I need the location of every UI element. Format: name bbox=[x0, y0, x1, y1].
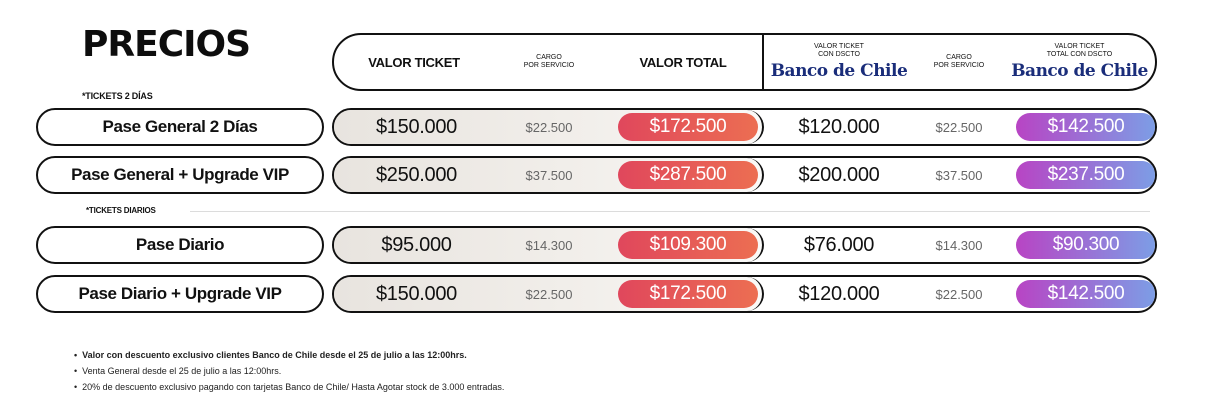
discount-ticket-price: $200.000 bbox=[798, 163, 880, 186]
discount-total-price: $237.500 bbox=[1016, 161, 1155, 189]
price-row: Pase Diario + Upgrade VIP $150.000 $22.5… bbox=[0, 275, 1213, 313]
price-bar: $95.000 $14.300 $109.300 $76.000 $14.300… bbox=[332, 226, 1157, 264]
service-charge: $37.500 bbox=[525, 167, 573, 183]
header-valor-ticket-label: VALOR TICKET bbox=[368, 54, 460, 70]
price-row: Pase General + Upgrade VIP $250.000 $37.… bbox=[0, 156, 1213, 194]
header-desc-total-line1: VALOR TICKET bbox=[1054, 43, 1105, 50]
discount-ticket-price: $120.000 bbox=[798, 282, 880, 305]
ticket-price: $95.000 bbox=[381, 233, 452, 256]
price-bar: $150.000 $22.500 $172.500 $120.000 $22.5… bbox=[332, 275, 1157, 313]
header-valor-total: VALOR TOTAL bbox=[604, 35, 762, 89]
section-label-two-days: *TICKETS 2 DÍAS bbox=[82, 91, 153, 101]
ticket-price: $250.000 bbox=[375, 163, 458, 186]
header-desc-ticket: VALOR TICKET CON DSCTO Banco de Chile bbox=[764, 35, 914, 89]
page-title: PRECIOS bbox=[82, 24, 251, 65]
header-valor-ticket: VALOR TICKET bbox=[334, 35, 494, 89]
price-row: Pase General 2 Días $150.000 $22.500 $17… bbox=[0, 108, 1213, 146]
ticket-name: Pase Diario bbox=[36, 226, 324, 264]
total-price: $172.500 bbox=[618, 280, 758, 308]
service-charge: $22.500 bbox=[525, 286, 573, 302]
ticket-name: Pase General 2 Días bbox=[36, 108, 324, 146]
header-cargo-line2: POR SERVICIO bbox=[523, 62, 575, 69]
discount-service-charge: $22.500 bbox=[935, 119, 983, 135]
header-cargo-line1: CARGO bbox=[536, 54, 562, 61]
section-label-daily: *TICKETS DIARIOS bbox=[86, 206, 156, 215]
total-price: $172.500 bbox=[618, 113, 758, 141]
section-divider bbox=[190, 211, 1150, 212]
price-table-header: VALOR TICKET CARGO POR SERVICIO VALOR TO… bbox=[332, 33, 1157, 91]
header-desc-cargo: CARGO POR SERVICIO bbox=[914, 35, 1004, 89]
header-divider bbox=[762, 33, 764, 91]
total-price: $287.500 bbox=[618, 161, 758, 189]
discount-total-price: $142.500 bbox=[1016, 280, 1155, 308]
total-price: $109.300 bbox=[618, 231, 758, 259]
header-valor-total-label: VALOR TOTAL bbox=[639, 54, 727, 70]
service-charge: $22.500 bbox=[525, 119, 573, 135]
header-desc-total: VALOR TICKET TOTAL CON DSCTO Banco de Ch… bbox=[1004, 35, 1155, 89]
discount-total-price: $90.300 bbox=[1016, 231, 1155, 259]
bank-logo-2: Banco de Chile bbox=[1011, 61, 1148, 81]
service-charge: $14.300 bbox=[525, 237, 573, 253]
discount-total-price: $142.500 bbox=[1016, 113, 1155, 141]
header-desc-ticket-line2: CON DSCTO bbox=[818, 51, 860, 58]
header-desc-total-line2: TOTAL CON DSCTO bbox=[1046, 51, 1113, 58]
footnote-1: Valor con descuento exclusivo clientes B… bbox=[74, 347, 504, 363]
discount-service-charge: $22.500 bbox=[935, 286, 983, 302]
ticket-price: $150.000 bbox=[375, 115, 458, 138]
header-desc-cargo-line1: CARGO bbox=[946, 54, 972, 61]
header-desc-ticket-line1: VALOR TICKET bbox=[814, 43, 864, 50]
price-row: Pase Diario $95.000 $14.300 $109.300 $76… bbox=[0, 226, 1213, 264]
discount-service-charge: $14.300 bbox=[935, 237, 983, 253]
header-desc-cargo-line2: POR SERVICIO bbox=[933, 62, 985, 69]
ticket-name: Pase General + Upgrade VIP bbox=[36, 156, 324, 194]
discount-ticket-price: $120.000 bbox=[798, 115, 880, 138]
bank-logo: Banco de Chile bbox=[770, 61, 908, 81]
discount-ticket-price: $76.000 bbox=[803, 233, 875, 256]
price-bar: $150.000 $22.500 $172.500 $120.000 $22.5… bbox=[332, 108, 1157, 146]
ticket-name: Pase Diario + Upgrade VIP bbox=[36, 275, 324, 313]
discount-service-charge: $37.500 bbox=[935, 167, 983, 183]
ticket-price: $150.000 bbox=[375, 282, 458, 305]
footnotes: Valor con descuento exclusivo clientes B… bbox=[74, 347, 504, 395]
footnote-2: Venta General desde el 25 de julio a las… bbox=[74, 363, 504, 379]
price-bar: $250.000 $37.500 $287.500 $200.000 $37.5… bbox=[332, 156, 1157, 194]
footnote-3: 20% de descuento exclusivo pagando con t… bbox=[74, 379, 504, 395]
header-cargo: CARGO POR SERVICIO bbox=[494, 35, 604, 89]
